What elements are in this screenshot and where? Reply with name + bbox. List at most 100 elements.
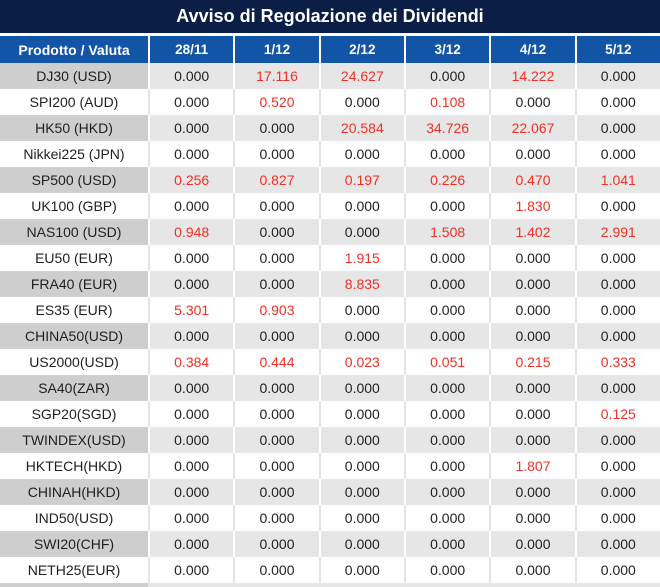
column-header-date: 3/12: [403, 36, 490, 63]
table-row: FRA40 (EUR) 0.000 0.000 8.835 0.000 0.000 0.00…: [0, 271, 660, 297]
dividend-value-cell: 0.000: [574, 245, 660, 271]
dividend-value-cell: 0.000: [403, 323, 490, 349]
dividend-value-cell: 0.215: [489, 349, 575, 375]
dividend-value-cell: 0.000: [403, 505, 490, 531]
dividend-value-cell: 0.000: [233, 115, 319, 141]
table-row: NETH25(EUR) 0.000 0.000 0.000 0.000 0.000 0.00…: [0, 557, 660, 583]
column-header-date: 2/12: [318, 36, 404, 63]
dividend-value-cell: 0.000: [574, 141, 660, 167]
dividend-value-cell: 0.000: [403, 245, 490, 271]
dividend-value-cell: 0.000: [148, 375, 234, 401]
dividend-value-cell: 0.000: [403, 453, 490, 479]
dividend-value-cell: 1.807: [489, 453, 575, 479]
dividend-value-cell: 0.000: [318, 453, 404, 479]
table-row: TWINDEX(USD) 0.000 0.000 0.000 0.000 0.000 0.0…: [0, 427, 660, 453]
product-cell: SGP20(SGD): [0, 401, 148, 427]
table-header-row: Prodotto / Valuta 28/11 1/12 2/12 3/12 4/12 5/…: [0, 36, 660, 63]
dividend-value-cell: 0.000: [318, 375, 404, 401]
dividend-value-cell: 0.000: [318, 141, 404, 167]
product-cell: ES35 (EUR): [0, 297, 148, 323]
product-cell: SPI200 (AUD): [0, 89, 148, 115]
dividend-value-cell: 0.000: [403, 479, 490, 505]
dividend-value-cell: 0.000: [489, 375, 575, 401]
dividend-value-cell: 0.444: [233, 349, 319, 375]
dividend-value-cell: 0.000: [403, 297, 490, 323]
table-row: SP500 (USD) 0.256 0.827 0.197 0.226 0.470 1.04…: [0, 167, 660, 193]
product-cell: NAS100 (USD): [0, 219, 148, 245]
bottom-strip-product-segment: [0, 583, 148, 587]
dividend-value-cell: 0.000: [148, 505, 234, 531]
dividend-value-cell: 0.000: [318, 505, 404, 531]
dividend-value-cell: 0.051: [403, 349, 490, 375]
dividend-value-cell: 0.000: [233, 401, 319, 427]
dividend-value-cell: 0.000: [403, 193, 490, 219]
dividend-value-cell: 0.000: [233, 557, 319, 583]
dividend-value-cell: 0.000: [574, 323, 660, 349]
dividend-value-cell: 0.000: [148, 193, 234, 219]
table-row: UK100 (GBP) 0.000 0.000 0.000 0.000 1.830 0.00…: [0, 193, 660, 219]
dividend-value-cell: 0.000: [148, 479, 234, 505]
column-header-date: 1/12: [233, 36, 319, 63]
dividend-value-cell: 2.991: [574, 219, 660, 245]
dividend-value-cell: 0.000: [318, 427, 404, 453]
table-row: SPI200 (AUD) 0.000 0.520 0.000 0.108 0.000 0.0…: [0, 89, 660, 115]
dividend-value-cell: 0.000: [574, 271, 660, 297]
dividend-value-cell: 14.222: [489, 63, 575, 89]
product-cell: TWINDEX(USD): [0, 427, 148, 453]
table-bottom-strip: [0, 583, 660, 587]
dividend-value-cell: 0.000: [233, 479, 319, 505]
table-row: US2000(USD) 0.384 0.444 0.023 0.051 0.215 0.33…: [0, 349, 660, 375]
table-row: SWI20(CHF) 0.000 0.000 0.000 0.000 0.000 0.000: [0, 531, 660, 557]
page-title: Avviso di Regolazione dei Dividendi: [0, 0, 660, 33]
dividend-value-cell: 0.000: [148, 427, 234, 453]
dividends-table: Prodotto / Valuta 28/11 1/12 2/12 3/12 4/12 5/…: [0, 36, 660, 583]
product-cell: SA40(ZAR): [0, 375, 148, 401]
dividend-value-cell: 1.915: [318, 245, 404, 271]
product-cell: DJ30 (USD): [0, 63, 148, 89]
product-cell: EU50 (EUR): [0, 245, 148, 271]
dividend-value-cell: 0.000: [403, 427, 490, 453]
dividend-value-cell: 0.000: [574, 375, 660, 401]
dividend-value-cell: 0.000: [318, 531, 404, 557]
dividend-value-cell: 0.384: [148, 349, 234, 375]
dividend-value-cell: 0.000: [403, 271, 490, 297]
table-row: EU50 (EUR) 0.000 0.000 1.915 0.000 0.000 0.000: [0, 245, 660, 271]
dividend-value-cell: 0.000: [574, 479, 660, 505]
product-cell: CHINAH(HKD): [0, 479, 148, 505]
dividend-value-cell: 0.000: [318, 219, 404, 245]
column-header-date: 4/12: [489, 36, 575, 63]
dividend-value-cell: 8.835: [318, 271, 404, 297]
product-cell: HKTECH(HKD): [0, 453, 148, 479]
column-header-product: Prodotto / Valuta: [0, 36, 148, 63]
dividend-value-cell: 0.948: [148, 219, 234, 245]
table-row: CHINAH(HKD) 0.000 0.000 0.000 0.000 0.000 0.00…: [0, 479, 660, 505]
dividend-value-cell: 0.000: [233, 323, 319, 349]
table-row: SA40(ZAR) 0.000 0.000 0.000 0.000 0.000 0.000: [0, 375, 660, 401]
dividend-value-cell: 0.000: [318, 479, 404, 505]
dividend-value-cell: 17.116: [233, 63, 319, 89]
dividend-value-cell: 20.584: [318, 115, 404, 141]
dividend-value-cell: 0.000: [148, 271, 234, 297]
dividend-value-cell: 0.000: [403, 375, 490, 401]
dividend-value-cell: 0.000: [489, 297, 575, 323]
dividend-value-cell: 0.000: [489, 89, 575, 115]
dividend-value-cell: 0.000: [318, 401, 404, 427]
dividend-value-cell: 0.000: [574, 531, 660, 557]
bottom-strip-values-segment: [148, 583, 660, 587]
dividend-value-cell: 0.000: [148, 245, 234, 271]
dividend-value-cell: 0.226: [403, 167, 490, 193]
dividend-value-cell: 0.000: [148, 115, 234, 141]
dividend-value-cell: 0.000: [574, 115, 660, 141]
dividend-value-cell: 0.000: [148, 63, 234, 89]
product-cell: US2000(USD): [0, 349, 148, 375]
dividend-value-cell: 0.333: [574, 349, 660, 375]
dividend-value-cell: 0.000: [574, 297, 660, 323]
product-cell: SP500 (USD): [0, 167, 148, 193]
dividend-value-cell: 0.000: [489, 505, 575, 531]
dividend-value-cell: 0.023: [318, 349, 404, 375]
table-row: HK50 (HKD) 0.000 0.000 20.584 34.726 22.067 0.…: [0, 115, 660, 141]
dividend-value-cell: 0.470: [489, 167, 575, 193]
dividend-value-cell: 5.301: [148, 297, 234, 323]
dividend-value-cell: 0.000: [403, 557, 490, 583]
